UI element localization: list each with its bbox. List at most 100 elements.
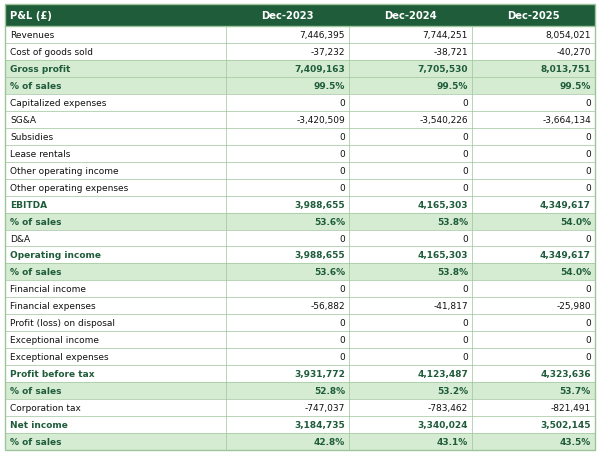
Text: 0: 0 [585, 149, 591, 158]
Text: 42.8%: 42.8% [314, 437, 345, 446]
Text: Exceptional income: Exceptional income [10, 335, 99, 344]
Text: 3,340,024: 3,340,024 [418, 420, 468, 429]
Bar [5, 349, 595, 365]
Text: Dec-2023: Dec-2023 [262, 11, 314, 21]
Bar [5, 78, 595, 95]
Bar [5, 416, 595, 433]
Text: 0: 0 [463, 234, 468, 243]
Text: Corporation tax: Corporation tax [10, 403, 81, 412]
Bar [5, 162, 595, 179]
Text: Subsidies: Subsidies [10, 132, 53, 142]
Text: 7,705,530: 7,705,530 [418, 65, 468, 74]
Text: 0: 0 [340, 335, 345, 344]
Text: 0: 0 [463, 318, 468, 328]
Text: 54.0%: 54.0% [560, 217, 591, 226]
Text: Financial income: Financial income [10, 285, 86, 294]
Text: 0: 0 [463, 132, 468, 142]
Text: Lease rentals: Lease rentals [10, 149, 70, 158]
Text: 0: 0 [585, 132, 591, 142]
Text: % of sales: % of sales [10, 437, 62, 446]
Text: 0: 0 [463, 353, 468, 361]
Bar [5, 196, 595, 213]
Text: D&A: D&A [10, 234, 30, 243]
Text: 0: 0 [463, 183, 468, 192]
Bar [5, 128, 595, 146]
Text: 53.7%: 53.7% [560, 386, 591, 395]
Text: Dec-2025: Dec-2025 [507, 11, 560, 21]
Text: -37,232: -37,232 [311, 48, 345, 57]
Text: 0: 0 [340, 149, 345, 158]
Text: -56,882: -56,882 [311, 302, 345, 311]
Text: 8,013,751: 8,013,751 [541, 65, 591, 74]
Text: 0: 0 [340, 166, 345, 175]
Bar [5, 27, 595, 44]
Text: 0: 0 [585, 166, 591, 175]
Text: 0: 0 [340, 234, 345, 243]
Text: -3,664,134: -3,664,134 [542, 116, 591, 125]
Text: 7,409,163: 7,409,163 [295, 65, 345, 74]
Text: 54.0%: 54.0% [560, 268, 591, 277]
Text: -783,462: -783,462 [428, 403, 468, 412]
Text: 43.5%: 43.5% [560, 437, 591, 446]
Text: 0: 0 [340, 183, 345, 192]
Bar [5, 382, 595, 399]
Text: -25,980: -25,980 [556, 302, 591, 311]
Text: -821,491: -821,491 [551, 403, 591, 412]
Bar [5, 146, 595, 162]
Text: -747,037: -747,037 [305, 403, 345, 412]
Bar [5, 332, 595, 349]
Text: 99.5%: 99.5% [437, 82, 468, 91]
Text: 3,184,735: 3,184,735 [295, 420, 345, 429]
Text: Dec-2024: Dec-2024 [384, 11, 437, 21]
Text: 0: 0 [585, 318, 591, 328]
Text: 0: 0 [340, 285, 345, 294]
Text: 53.6%: 53.6% [314, 217, 345, 226]
Text: 0: 0 [585, 335, 591, 344]
Text: 0: 0 [585, 353, 591, 361]
Text: 3,502,145: 3,502,145 [541, 420, 591, 429]
Text: -3,540,226: -3,540,226 [419, 116, 468, 125]
Bar [5, 247, 595, 264]
Text: P&L (£): P&L (£) [10, 11, 52, 21]
Text: Cost of goods sold: Cost of goods sold [10, 48, 93, 57]
Text: % of sales: % of sales [10, 268, 62, 277]
Bar [5, 213, 595, 230]
Text: 52.8%: 52.8% [314, 386, 345, 395]
Text: 4,165,303: 4,165,303 [418, 200, 468, 209]
Text: Net income: Net income [10, 420, 68, 429]
Text: EBITDA: EBITDA [10, 200, 47, 209]
Text: 53.8%: 53.8% [437, 217, 468, 226]
Text: Profit before tax: Profit before tax [10, 369, 95, 379]
Text: 43.1%: 43.1% [437, 437, 468, 446]
Bar [5, 179, 595, 196]
Bar [5, 433, 595, 450]
Text: 7,744,251: 7,744,251 [423, 31, 468, 40]
Bar [5, 264, 595, 281]
Text: SG&A: SG&A [10, 116, 36, 125]
Text: -41,817: -41,817 [433, 302, 468, 311]
Bar [5, 5, 595, 27]
Text: 0: 0 [585, 234, 591, 243]
Bar [5, 314, 595, 332]
Text: 0: 0 [340, 318, 345, 328]
Text: 0: 0 [340, 99, 345, 107]
Bar [5, 111, 595, 128]
Text: 4,323,636: 4,323,636 [541, 369, 591, 379]
Bar [5, 61, 595, 78]
Text: -3,420,509: -3,420,509 [296, 116, 345, 125]
Text: Exceptional expenses: Exceptional expenses [10, 353, 109, 361]
Text: 3,988,655: 3,988,655 [295, 200, 345, 209]
Text: 3,931,772: 3,931,772 [294, 369, 345, 379]
Text: % of sales: % of sales [10, 217, 62, 226]
Text: 0: 0 [463, 149, 468, 158]
Text: 0: 0 [463, 99, 468, 107]
Text: 8,054,021: 8,054,021 [545, 31, 591, 40]
Text: -40,270: -40,270 [557, 48, 591, 57]
Bar [5, 298, 595, 314]
Text: Gross profit: Gross profit [10, 65, 70, 74]
Text: Revenues: Revenues [10, 31, 54, 40]
Text: 0: 0 [340, 353, 345, 361]
Text: 53.2%: 53.2% [437, 386, 468, 395]
Text: 4,123,487: 4,123,487 [417, 369, 468, 379]
Text: 99.5%: 99.5% [560, 82, 591, 91]
